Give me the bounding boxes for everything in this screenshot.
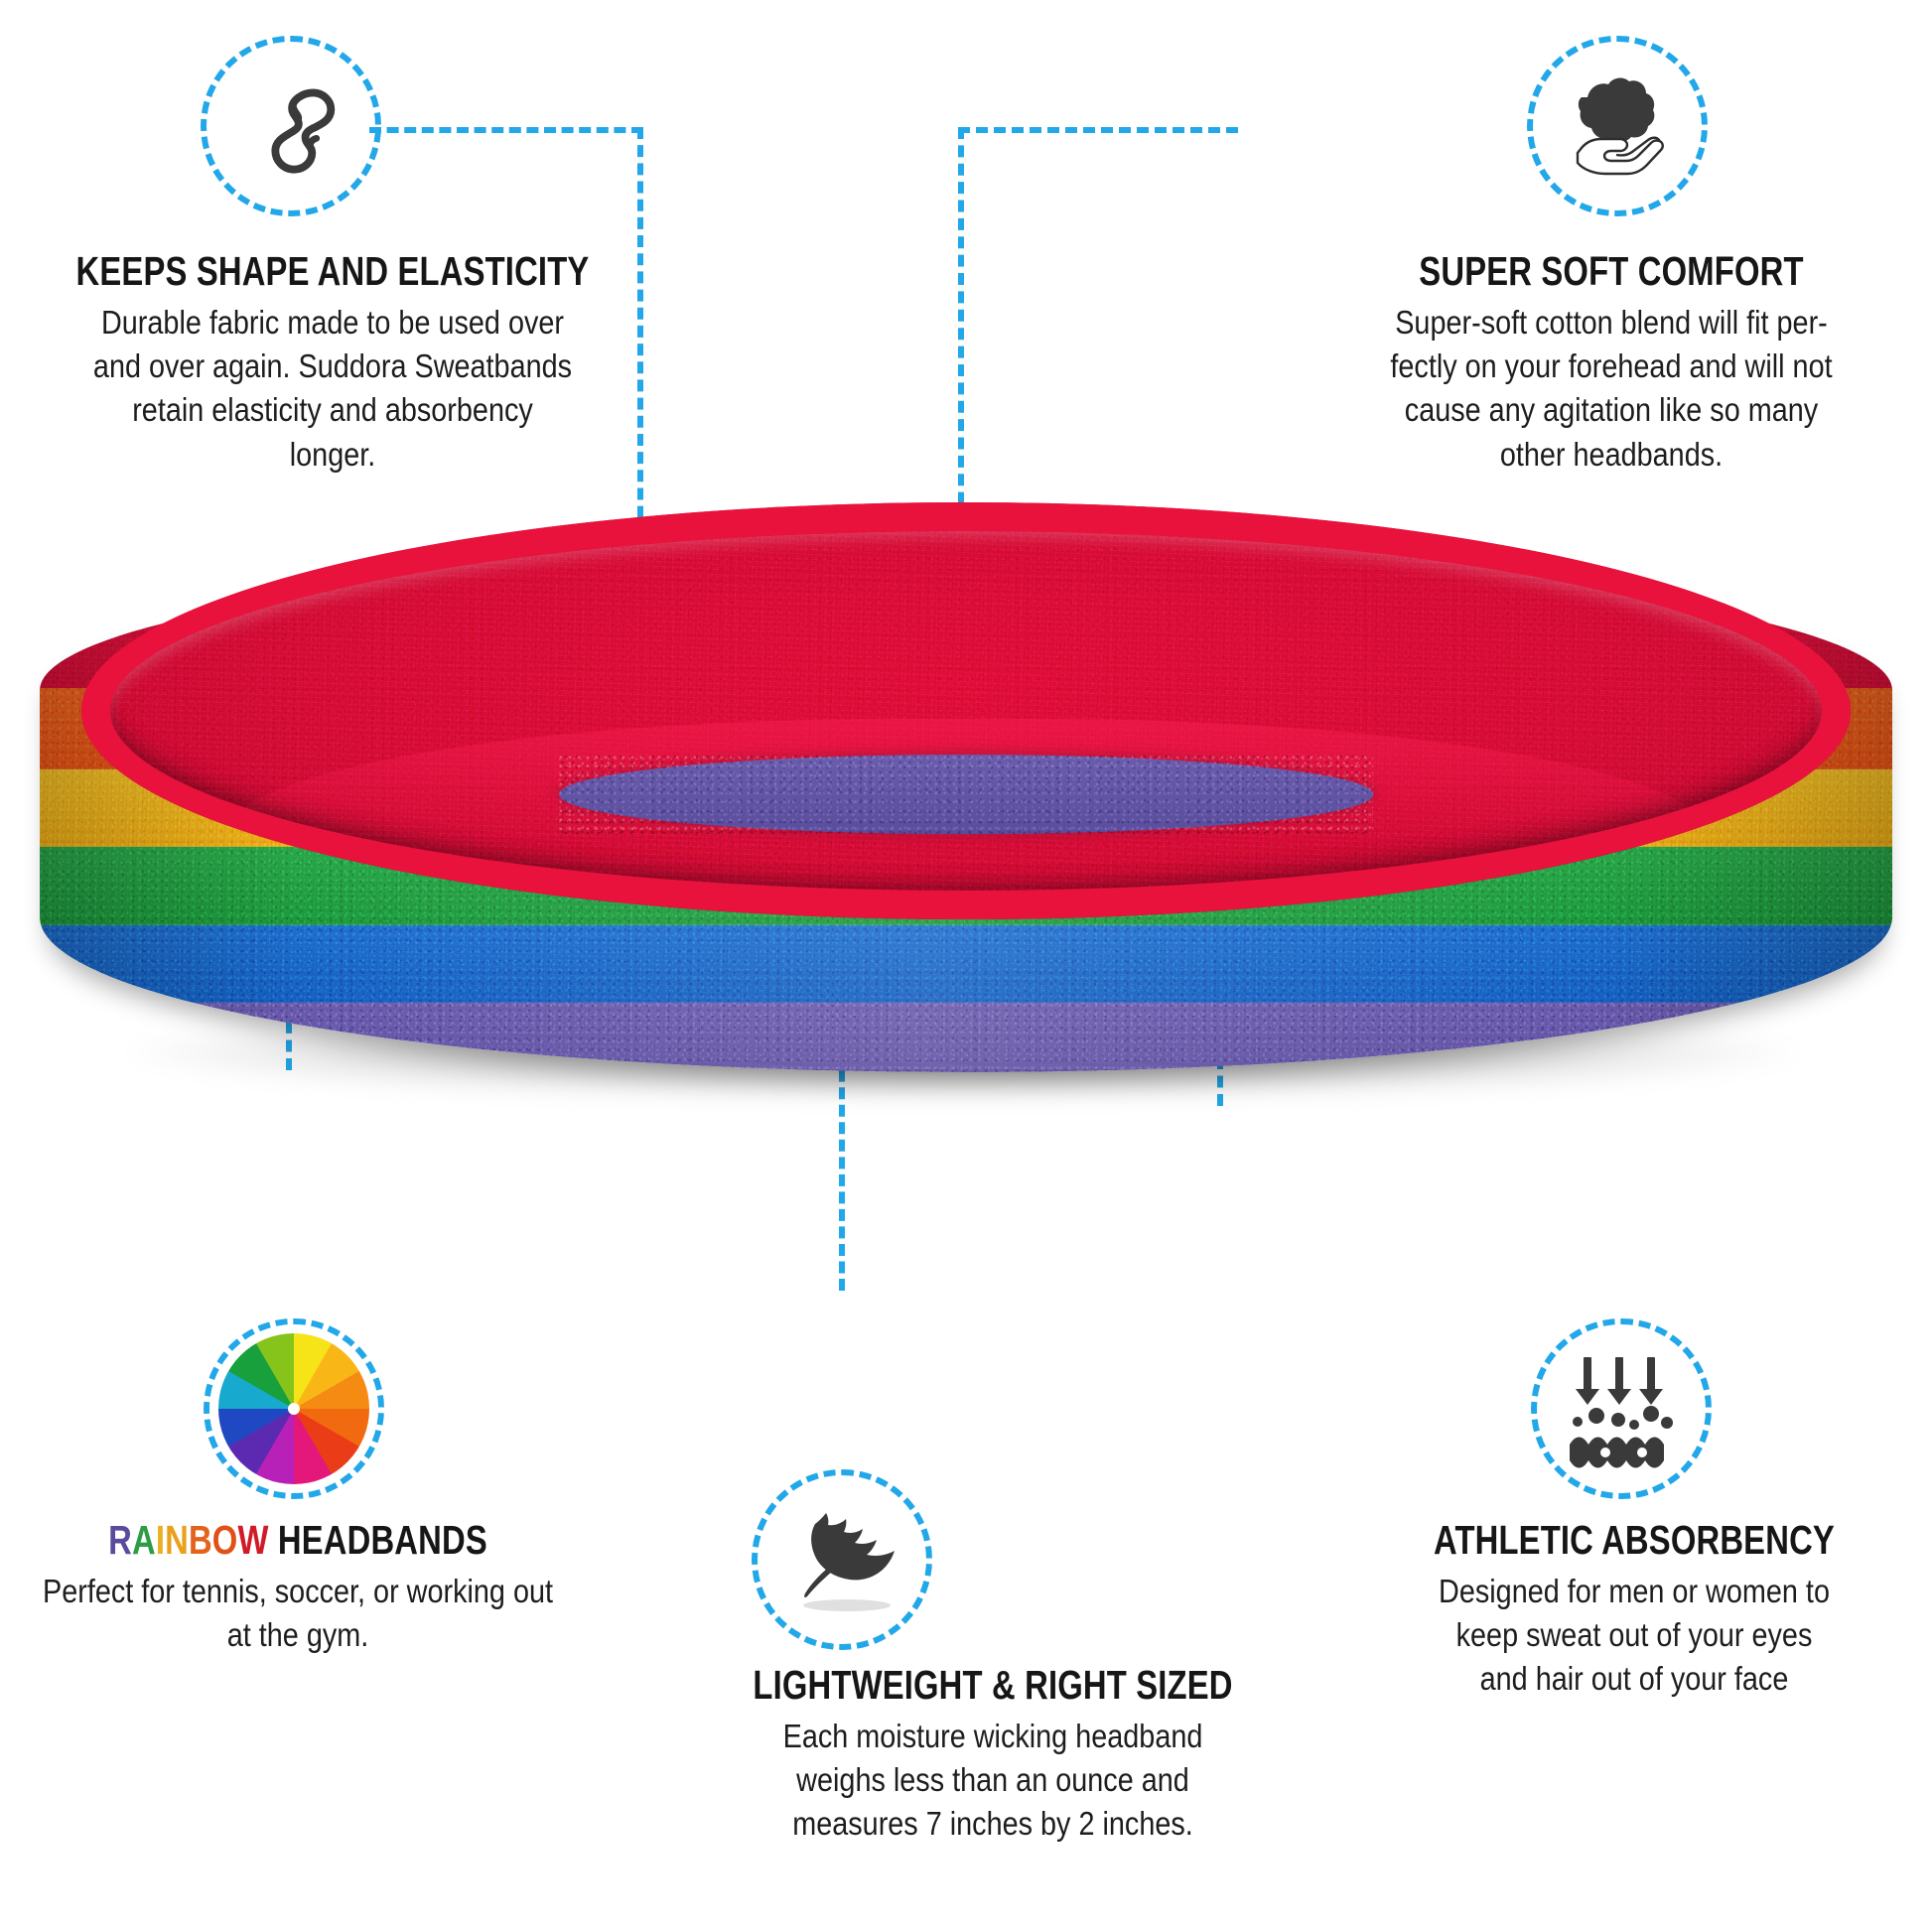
icon-circle-keeps-shape <box>201 36 381 216</box>
icon-circle-rainbow <box>204 1318 384 1499</box>
icon-circle-absorbency <box>1531 1318 1712 1499</box>
connector-line-keeps-shape <box>637 127 643 554</box>
feature-block-absorbency: ATHLETIC ABSORBENCY Designed for men or … <box>1336 1517 1932 1703</box>
feather-icon <box>803 1513 895 1611</box>
feature-body-line: fectly on your forehead and will not <box>1390 348 1833 386</box>
feature-block-keeps-shape: KEEPS SHAPE AND ELASTICITY Durable fabri… <box>10 248 655 478</box>
feature-body-super-soft: Super-soft cotton blend will fit per- fe… <box>1335 302 1887 478</box>
feature-title-absorbency: ATHLETIC ABSORBENCY <box>1434 1517 1835 1563</box>
rainbow-letter-b: B <box>188 1517 212 1563</box>
connector-line-super-soft <box>958 127 964 522</box>
icon-circle-super-soft <box>1527 36 1708 216</box>
feature-block-rainbow: RAINBOW HEADBANDS Perfect for tennis, so… <box>0 1517 596 1658</box>
rainbow-letter-n: N <box>165 1517 189 1563</box>
feature-body-line: Perfect for tennis, soccer, or working o… <box>42 1574 554 1611</box>
rainbow-letter-w: W <box>237 1517 269 1563</box>
feature-body-line: and hair out of your face <box>1479 1661 1789 1699</box>
feature-body-rainbow: Perfect for tennis, soccer, or working o… <box>42 1571 554 1658</box>
feature-body-line: other headbands. <box>1499 436 1724 474</box>
feature-body-line: Super-soft cotton blend will fit per- <box>1395 305 1828 343</box>
feature-block-super-soft: SUPER SOFT COMFORT Super-soft cotton ble… <box>1291 248 1932 478</box>
feature-body-line: keep sweat out of your eyes <box>1455 1617 1813 1655</box>
connector-line-lightweight <box>839 948 845 1291</box>
feature-body-keeps-shape: Durable fabric made to be used over and … <box>56 302 611 478</box>
rainbow-letter-i: I <box>155 1517 166 1563</box>
feature-body-line: and over again. Suddora Sweatbands <box>92 348 573 386</box>
feature-body-line: retain elasticity and absorbency <box>132 392 533 430</box>
feature-body-line: cause any agitation like so many <box>1404 392 1819 430</box>
feature-block-lightweight: LIGHTWEIGHT & RIGHT SIZED Each moisture … <box>685 1662 1301 1848</box>
feature-body-absorbency: Designed for men or women to keep sweat … <box>1378 1571 1890 1703</box>
headband-rim <box>81 502 1851 919</box>
connector-line-super-soft-horizontal <box>958 127 1238 133</box>
elastic-knot-icon <box>271 88 336 174</box>
feature-body-line: at the gym. <box>226 1617 369 1655</box>
feature-body-line: Durable fabric made to be used over <box>100 305 565 343</box>
feature-body-line: measures 7 inches by 2 inches. <box>792 1806 1193 1844</box>
feature-body-line: Each moisture wicking headband <box>782 1719 1203 1756</box>
feature-body-line: weighs less than an ounce and <box>796 1762 1189 1800</box>
feature-body-line: Designed for men or women to <box>1439 1574 1830 1611</box>
product-image-headband <box>40 502 1892 1100</box>
feature-title-keeps-shape: KEEPS SHAPE AND ELASTICITY <box>75 248 590 294</box>
color-wheel-icon <box>218 1333 369 1484</box>
feature-body-line: longer. <box>289 436 376 474</box>
rainbow-letter-a: A <box>131 1517 156 1563</box>
icon-circle-lightweight <box>752 1469 932 1650</box>
feature-body-lightweight: Each moisture wicking headband weighs le… <box>728 1716 1257 1848</box>
headband-top-opening <box>81 502 1851 919</box>
hand-holding-cotton-icon <box>1576 77 1664 176</box>
feature-title-super-soft: SUPER SOFT COMFORT <box>1419 248 1804 294</box>
rainbow-title-rest: HEADBANDS <box>268 1517 487 1563</box>
stripe-blue <box>40 924 1892 1003</box>
feature-title-rainbow: RAINBOW HEADBANDS <box>60 1517 536 1563</box>
absorbency-arrows-icon <box>1570 1357 1673 1468</box>
connector-line-keeps-shape-horizontal <box>369 127 643 133</box>
feature-title-lightweight: LIGHTWEIGHT & RIGHT SIZED <box>753 1662 1233 1708</box>
rainbow-letter-o: O <box>211 1517 238 1563</box>
stripe-purple <box>40 1002 1892 1072</box>
rainbow-letter-r: R <box>108 1517 132 1563</box>
